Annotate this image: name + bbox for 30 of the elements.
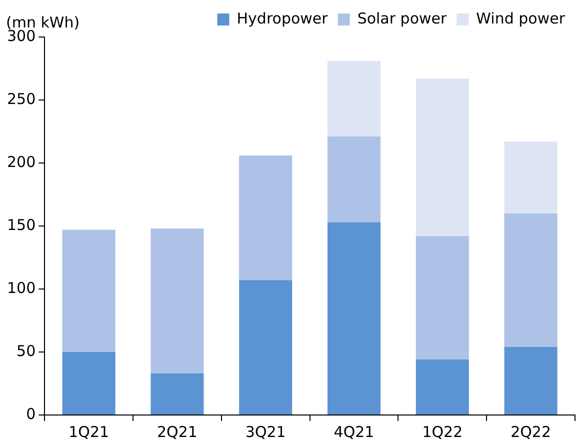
x-tick-label: 1Q21 — [68, 422, 110, 441]
y-tick-label: 0 — [26, 404, 36, 423]
x-tick-label: 2Q22 — [510, 422, 552, 441]
y-tick-label: 50 — [16, 342, 36, 360]
y-tick-label: 100 — [6, 278, 36, 297]
bar — [62, 352, 116, 414]
bar — [327, 60, 381, 137]
bar — [504, 213, 558, 347]
legend-label: Wind power — [476, 9, 566, 28]
bar — [150, 228, 204, 374]
bar — [150, 373, 204, 414]
y-tick-label: 250 — [6, 90, 36, 108]
legend-label: Solar power — [357, 9, 448, 28]
y-tick-label: 150 — [6, 216, 36, 234]
bar — [504, 346, 558, 414]
bar — [239, 280, 292, 414]
bar — [416, 78, 469, 236]
bar — [239, 155, 292, 280]
bar — [327, 136, 381, 222]
y-tick-label: 200 — [6, 152, 36, 171]
bar — [504, 142, 558, 214]
x-tick-label: 3Q21 — [245, 422, 286, 441]
bar — [416, 236, 469, 360]
bar — [62, 230, 116, 352]
x-tick-label: 2Q21 — [157, 422, 198, 441]
bar — [416, 360, 469, 414]
x-tick-label: 1Q22 — [422, 422, 463, 441]
bar — [327, 222, 381, 414]
x-tick-label: 4Q21 — [334, 422, 374, 441]
legend-label: Hydropower — [236, 9, 329, 28]
